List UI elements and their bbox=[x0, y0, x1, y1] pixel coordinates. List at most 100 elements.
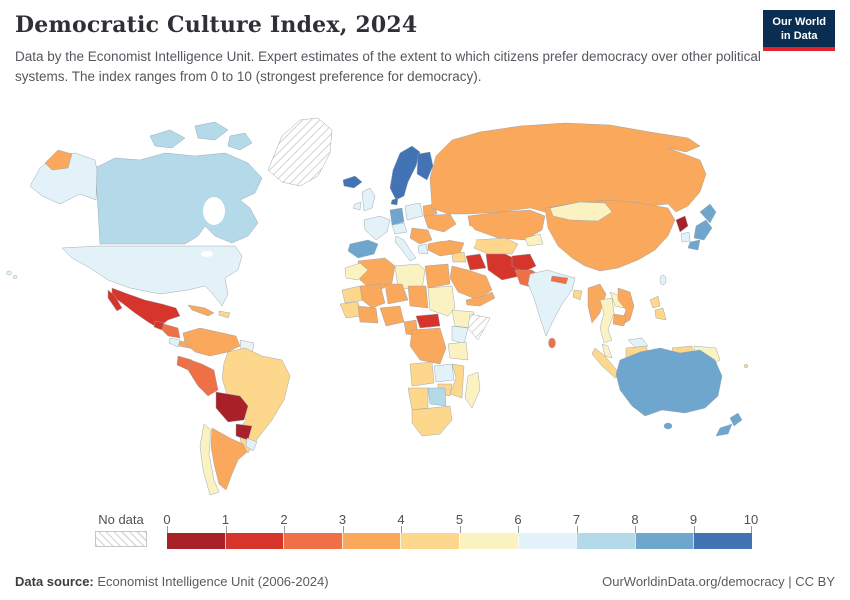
legend-bin[interactable] bbox=[224, 533, 284, 549]
region-iraq[interactable] bbox=[465, 253, 487, 271]
region-saudi-arabia[interactable] bbox=[449, 265, 493, 301]
legend-no-data[interactable]: No data bbox=[95, 512, 147, 547]
region-chad[interactable] bbox=[407, 285, 429, 309]
region-taiwan[interactable] bbox=[659, 274, 667, 286]
region-philippines[interactable] bbox=[654, 307, 667, 321]
region-sri-lanka[interactable] bbox=[548, 337, 556, 349]
region-finland[interactable] bbox=[416, 151, 434, 181]
footer-link[interactable]: OurWorldinData.org/democracy | CC BY bbox=[602, 574, 835, 589]
region-kazakhstan[interactable] bbox=[467, 209, 546, 241]
region-greece[interactable] bbox=[417, 243, 429, 255]
region-myanmar[interactable] bbox=[587, 283, 607, 324]
region-north-korea[interactable] bbox=[675, 215, 689, 233]
region-cuba[interactable] bbox=[187, 304, 215, 317]
region-india[interactable] bbox=[527, 269, 576, 337]
region-france[interactable] bbox=[363, 215, 391, 241]
region-hawaii[interactable] bbox=[6, 270, 12, 276]
region-usa[interactable] bbox=[61, 245, 243, 307]
region-hispaniola[interactable] bbox=[218, 310, 231, 319]
region-mexico-baja[interactable] bbox=[107, 289, 123, 312]
region-japan[interactable] bbox=[693, 219, 713, 241]
region-angola[interactable] bbox=[409, 361, 435, 387]
legend-bin[interactable] bbox=[458, 533, 518, 549]
region-canada[interactable] bbox=[94, 152, 263, 245]
region-uruguay[interactable] bbox=[245, 437, 258, 452]
region-iceland[interactable] bbox=[342, 175, 363, 189]
region-ghana-ivory[interactable] bbox=[357, 305, 379, 324]
region-somalia[interactable] bbox=[467, 313, 491, 341]
region-japan[interactable] bbox=[687, 239, 701, 251]
region-kyrgyzstan-tajikistan[interactable] bbox=[524, 233, 544, 247]
region-borneo-malaysia[interactable] bbox=[627, 337, 649, 349]
region-canada-islands[interactable] bbox=[227, 132, 253, 151]
region-sudan[interactable] bbox=[427, 285, 456, 317]
region-uk[interactable] bbox=[361, 187, 376, 212]
region-central-europe[interactable] bbox=[391, 222, 408, 235]
region-ireland[interactable] bbox=[352, 201, 362, 211]
region-brazil[interactable] bbox=[221, 347, 291, 454]
region-canada-islands[interactable] bbox=[149, 129, 186, 149]
region-bangladesh[interactable] bbox=[572, 289, 583, 301]
region-greenland[interactable] bbox=[267, 117, 333, 187]
region-germany[interactable] bbox=[389, 207, 405, 226]
legend-bin[interactable] bbox=[517, 533, 577, 549]
region-bolivia[interactable] bbox=[215, 391, 249, 423]
region-nepal[interactable] bbox=[550, 275, 569, 285]
owid-logo[interactable]: Our World in Data bbox=[763, 10, 835, 51]
region-denmark[interactable] bbox=[390, 197, 399, 206]
region-argentina[interactable] bbox=[210, 427, 248, 491]
region-central-african-republic[interactable] bbox=[415, 313, 441, 329]
region-namibia[interactable] bbox=[407, 387, 429, 411]
region-south-korea[interactable] bbox=[680, 231, 691, 243]
legend-bin[interactable] bbox=[693, 533, 752, 549]
region-tanzania[interactable] bbox=[447, 341, 469, 361]
region-nigeria[interactable] bbox=[379, 305, 405, 327]
region-uzbekistan-turkmenistan[interactable] bbox=[473, 237, 519, 255]
region-malaysia-peninsula[interactable] bbox=[601, 343, 613, 359]
legend-bin[interactable] bbox=[576, 533, 635, 549]
region-thailand[interactable] bbox=[599, 297, 615, 344]
legend-bin[interactable] bbox=[400, 533, 459, 549]
region-italy[interactable] bbox=[394, 235, 417, 262]
region-cambodia[interactable] bbox=[612, 313, 627, 327]
region-laos[interactable] bbox=[609, 291, 625, 309]
region-hawaii[interactable] bbox=[12, 275, 18, 279]
region-mozambique[interactable] bbox=[449, 363, 465, 399]
region-japan[interactable] bbox=[699, 203, 717, 224]
region-egypt[interactable] bbox=[424, 263, 451, 289]
region-ecuador[interactable] bbox=[176, 355, 193, 371]
region-ukraine[interactable] bbox=[423, 213, 457, 233]
region-madagascar[interactable] bbox=[464, 371, 481, 409]
region-kenya[interactable] bbox=[451, 325, 469, 345]
region-botswana[interactable] bbox=[427, 387, 447, 407]
region-norway-sweden[interactable] bbox=[389, 145, 421, 201]
region-mongolia[interactable] bbox=[549, 201, 613, 222]
region-costa-rica[interactable] bbox=[168, 337, 181, 348]
legend-bin[interactable] bbox=[167, 533, 225, 549]
region-balkans[interactable] bbox=[409, 227, 433, 245]
region-australia[interactable] bbox=[615, 347, 723, 417]
region-russia[interactable] bbox=[429, 122, 707, 215]
region-yemen[interactable] bbox=[465, 291, 496, 307]
region-mexico[interactable] bbox=[111, 287, 181, 329]
region-niger[interactable] bbox=[384, 283, 409, 305]
region-vietnam[interactable] bbox=[617, 287, 635, 327]
region-mali[interactable] bbox=[359, 283, 386, 309]
region-zambia[interactable] bbox=[433, 363, 455, 383]
legend-bin[interactable] bbox=[283, 533, 342, 549]
region-philippines[interactable] bbox=[649, 295, 661, 309]
region-fiji[interactable] bbox=[743, 364, 749, 368]
region-honduras-nicaragua[interactable] bbox=[161, 323, 181, 339]
legend-bin[interactable] bbox=[341, 533, 401, 549]
region-drc[interactable] bbox=[409, 327, 447, 365]
region-peru[interactable] bbox=[184, 357, 219, 397]
region-iberia[interactable] bbox=[347, 239, 379, 259]
region-colombia-venezuela[interactable] bbox=[182, 327, 241, 357]
legend-bin[interactable] bbox=[634, 533, 694, 549]
region-morocco[interactable] bbox=[344, 262, 369, 281]
region-poland-baltic[interactable] bbox=[404, 202, 424, 221]
region-new-zealand[interactable] bbox=[729, 412, 743, 427]
region-chukotka[interactable] bbox=[44, 149, 73, 171]
region-south-africa[interactable] bbox=[411, 405, 453, 437]
region-syria-jordan[interactable] bbox=[451, 251, 467, 263]
